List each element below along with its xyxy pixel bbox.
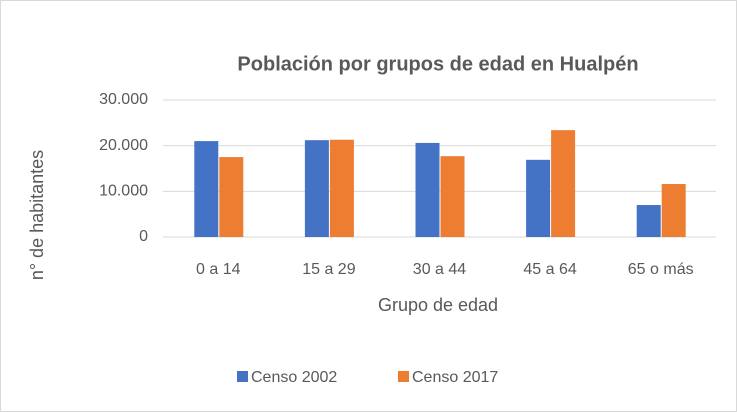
x-axis-title: Grupo de edad bbox=[378, 295, 498, 315]
y-tick-label: 20.000 bbox=[99, 137, 148, 154]
bar bbox=[661, 184, 686, 237]
bar bbox=[329, 139, 354, 237]
chart-title: Población por grupos de edad en Hualpén bbox=[237, 53, 638, 75]
y-axis-title: n° de habitantes bbox=[27, 150, 47, 280]
legend-label: Censo 2017 bbox=[412, 369, 498, 386]
x-tick-label: 15 a 29 bbox=[302, 261, 355, 278]
bar bbox=[304, 140, 329, 237]
bar bbox=[526, 159, 551, 237]
bar bbox=[219, 157, 244, 237]
bar bbox=[636, 205, 661, 237]
y-tick-label: 30.000 bbox=[99, 91, 148, 108]
x-tick-label: 45 a 64 bbox=[523, 261, 576, 278]
legend-label: Censo 2002 bbox=[251, 369, 337, 386]
legend-swatch bbox=[398, 371, 409, 382]
bar bbox=[194, 141, 219, 237]
bar bbox=[415, 142, 440, 237]
y-tick-label: 10.000 bbox=[99, 183, 148, 200]
x-tick-label: 0 a 14 bbox=[196, 261, 241, 278]
legend-swatch bbox=[237, 371, 248, 382]
bar bbox=[551, 130, 576, 237]
x-tick-label: 65 o más bbox=[628, 261, 694, 278]
bar bbox=[440, 156, 465, 237]
x-tick-label: 30 a 44 bbox=[413, 261, 466, 278]
y-tick-label: 0 bbox=[139, 228, 148, 245]
